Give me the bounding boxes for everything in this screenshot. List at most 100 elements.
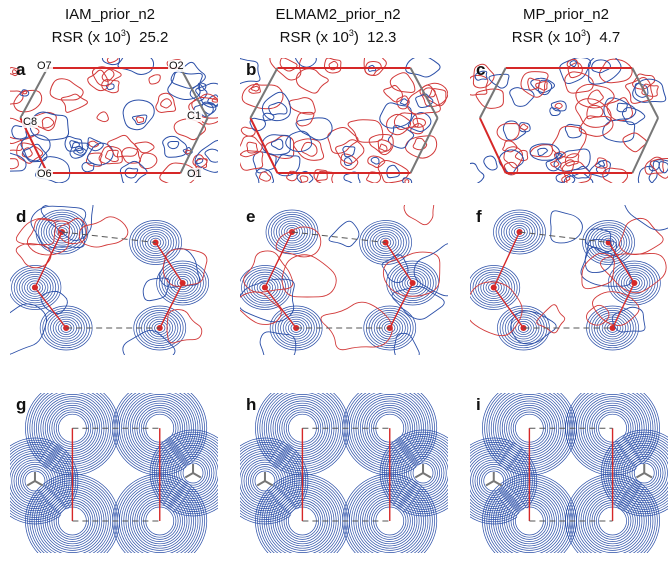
panel-e-deformation-map: e <box>240 205 448 355</box>
residual-contour <box>124 167 139 179</box>
density-contour <box>13 459 57 503</box>
deformation-contour <box>283 225 301 239</box>
deformation-contour <box>626 276 643 290</box>
density-contour <box>386 436 448 510</box>
residual-contour <box>650 158 668 179</box>
residual-contour <box>327 127 359 154</box>
deformation-contour <box>270 214 314 250</box>
contour-plot <box>10 205 209 355</box>
deformation-contour <box>536 304 566 334</box>
contour-plot <box>240 393 448 553</box>
density-contour <box>24 470 46 492</box>
residual-contour <box>470 162 485 183</box>
deformation-contour <box>286 227 298 237</box>
density-contour <box>250 466 280 496</box>
residual-contour <box>603 97 637 122</box>
deformation-contour <box>391 265 434 301</box>
deformation-contour <box>624 205 668 231</box>
residual-contour <box>561 160 592 183</box>
column-title: IAM_prior_n2 <box>64 6 156 23</box>
residual-contour <box>196 157 204 165</box>
panel-label: g <box>16 395 27 414</box>
deformation-contour <box>143 314 176 342</box>
residual-contour <box>288 97 316 115</box>
density-contour <box>412 462 434 484</box>
residual-contour <box>340 153 359 171</box>
residual-contour <box>404 179 410 183</box>
deformation-contour <box>268 211 316 253</box>
residual-contour <box>570 165 591 179</box>
bond-line <box>493 231 521 288</box>
deformation-contour <box>259 331 297 355</box>
residual-contour <box>295 68 329 94</box>
residual-contour <box>370 156 380 165</box>
residual-contour <box>412 137 428 151</box>
deformation-contour <box>377 235 394 250</box>
residual-contour <box>498 149 524 175</box>
deformation-contour <box>628 278 640 288</box>
residual-contour <box>86 137 104 152</box>
residual-contour <box>648 160 660 172</box>
residual-contour <box>119 160 148 183</box>
residual-contour <box>402 177 413 183</box>
residual-contour <box>622 132 647 153</box>
residual-contour <box>10 90 24 105</box>
density-contour <box>160 440 218 506</box>
residual-contour <box>249 117 266 132</box>
deformation-contour <box>508 222 531 242</box>
deformation-contour <box>150 237 162 248</box>
residual-contour <box>405 58 441 78</box>
deformation-contour <box>373 314 406 342</box>
density-contour <box>633 462 655 484</box>
deformation-contour <box>249 273 281 302</box>
residual-contour <box>75 147 84 154</box>
residual-contour <box>295 117 333 141</box>
deformation-contour <box>137 226 175 259</box>
residual-contour <box>594 157 608 169</box>
ring-bond <box>249 117 279 174</box>
hbond-line <box>61 231 156 243</box>
density-contour <box>479 466 509 496</box>
deformation-contour <box>586 304 610 326</box>
rsr-value: 25.2 <box>139 29 169 46</box>
deformation-contour <box>288 321 305 335</box>
residual-contour <box>240 58 261 85</box>
deformation-contour <box>498 214 541 250</box>
deformation-contour <box>328 220 360 248</box>
residual-contour <box>648 159 668 183</box>
column-header-iam: IAM_prior_n2 RSR (x 103) 25.2 <box>0 6 220 47</box>
deformation-contour <box>47 312 85 344</box>
deformation-contour <box>58 321 75 335</box>
deformation-contour <box>254 278 276 297</box>
residual-contour <box>387 124 415 149</box>
density-contour <box>631 460 657 486</box>
deformation-contour <box>401 273 424 293</box>
deformation-contour <box>384 323 396 333</box>
deformation-contour <box>256 280 274 295</box>
deformation-contour <box>133 305 187 351</box>
density-contour <box>603 431 668 515</box>
residual-contour <box>554 102 563 109</box>
residual-contour <box>587 58 622 85</box>
panel-c-residual-map: c <box>470 58 668 183</box>
residual-contour <box>393 112 419 131</box>
deformation-contour <box>56 227 68 237</box>
methyl-bond <box>26 480 36 487</box>
deformation-contour <box>615 267 653 299</box>
deformation-contour <box>241 267 289 308</box>
panel-a-residual-map: a O7 O2 C8 C1 O6 O1 <box>10 58 218 183</box>
residual-contour <box>259 171 272 182</box>
residual-contour <box>545 157 562 172</box>
residual-contour <box>248 82 261 94</box>
residual-contour <box>509 87 535 107</box>
density-contour <box>245 461 285 501</box>
density-contour <box>616 445 668 501</box>
deformation-contour <box>16 271 54 304</box>
residual-contour <box>162 135 188 158</box>
residual-contour <box>367 64 377 72</box>
bond-line <box>34 287 67 329</box>
residual-contour <box>35 156 71 183</box>
deformation-contour <box>620 271 648 295</box>
residual-contour <box>12 69 18 75</box>
atom-label-c1: C1 <box>186 110 203 122</box>
